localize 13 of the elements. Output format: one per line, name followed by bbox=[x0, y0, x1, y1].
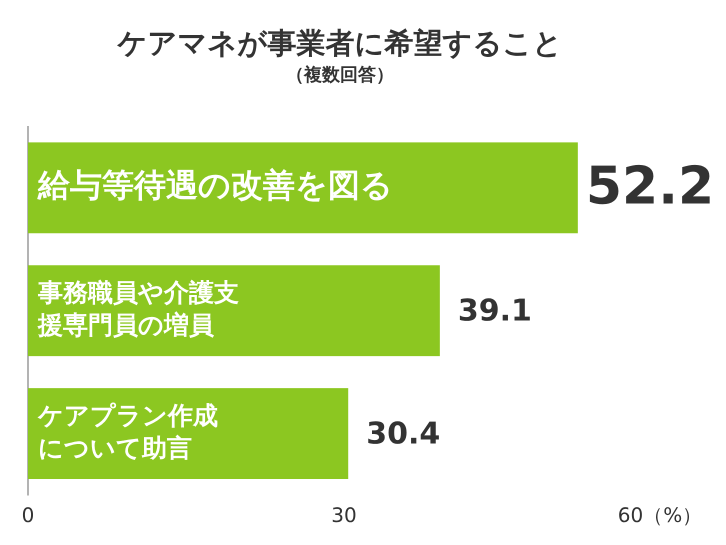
y-tick-label: ケアプラン作成について助言 bbox=[37, 400, 218, 462]
data-label: 30.4 bbox=[366, 416, 440, 452]
data-label: 52.2 bbox=[586, 156, 714, 216]
bar bbox=[28, 142, 578, 234]
x-tick-label: 0 bbox=[22, 503, 34, 528]
chart-subtitle: （複数回答） bbox=[286, 64, 394, 86]
x-tick-label: 30 bbox=[331, 503, 357, 528]
y-tick-label: 事務職員や介護支援専門員の増員 bbox=[37, 278, 239, 340]
chart-title: ケアマネが事業者に希望すること bbox=[116, 26, 562, 60]
bar bbox=[28, 388, 348, 480]
data-label: 39.1 bbox=[458, 293, 532, 328]
x-tick-label: 60（%） bbox=[618, 503, 702, 528]
y-tick-label: 給与等待遇の改善を図る bbox=[37, 166, 393, 204]
